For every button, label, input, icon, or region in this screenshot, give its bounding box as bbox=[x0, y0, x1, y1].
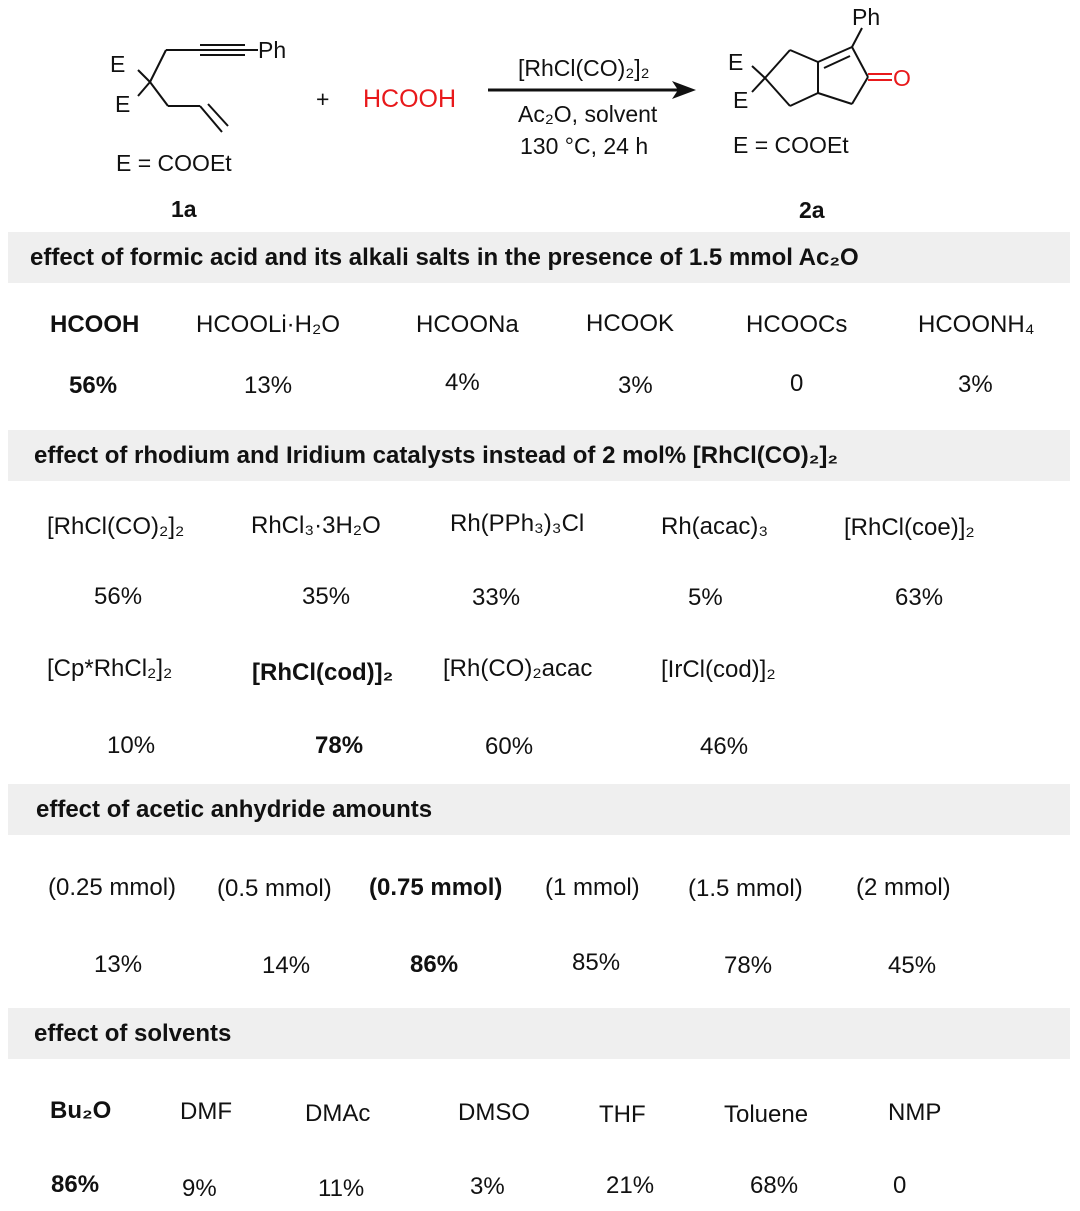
condition-name: (1.5 mmol) bbox=[688, 875, 803, 902]
condition-name: DMAc bbox=[305, 1100, 371, 1127]
section-header-catalysts: effect of rhodium and Iridium catalysts … bbox=[8, 430, 1070, 481]
condition-name: (2 mmol) bbox=[856, 874, 951, 901]
yield-value: 3% bbox=[618, 372, 653, 399]
yield-value: 46% bbox=[700, 733, 749, 760]
section-header-acetic-anhydride: effect of acetic anhydride amounts bbox=[8, 784, 1070, 835]
condition-name: HCOOLi·H₂O bbox=[196, 311, 340, 338]
yield-value: 3% bbox=[958, 371, 993, 398]
reaction-arrow bbox=[488, 81, 696, 99]
section-title: effect of solvents bbox=[34, 1019, 232, 1047]
condition-name: (0.5 mmol) bbox=[217, 875, 332, 902]
condition-name: [RhCl(CO)₂]₂ bbox=[47, 513, 185, 540]
condition-name: Toluene bbox=[724, 1101, 809, 1128]
section-header-formic-acid: effect of formic acid and its alkali sal… bbox=[8, 232, 1070, 283]
yield-value: 86% bbox=[410, 951, 459, 978]
yield-value: 3% bbox=[470, 1173, 505, 1200]
yield-value: 56% bbox=[94, 583, 143, 610]
condition-name: DMF bbox=[180, 1098, 232, 1125]
yield-value: 63% bbox=[895, 584, 944, 611]
condition-name: HCOONH₄ bbox=[918, 311, 1035, 338]
yield-value: 14% bbox=[262, 952, 311, 979]
condition-name: [Rh(CO)₂acac bbox=[443, 655, 593, 682]
section-title: effect of rhodium and Iridium catalysts … bbox=[34, 441, 839, 469]
plus-sign: + bbox=[316, 86, 329, 112]
product-definition: E = COOEt bbox=[733, 132, 849, 158]
reactant-e-top: E bbox=[110, 51, 125, 77]
section-title: effect of formic acid and its alkali sal… bbox=[30, 243, 859, 271]
yield-value: 11% bbox=[318, 1175, 365, 1202]
product-2a-structure bbox=[751, 27, 892, 107]
condition-name: [RhCl(cod)]₂ bbox=[252, 659, 394, 686]
reactant-definition: E = COOEt bbox=[116, 150, 232, 176]
condition-name: Rh(PPh₃)₃Cl bbox=[450, 510, 585, 537]
yield-value: 9% bbox=[182, 1175, 217, 1202]
yield-value: 45% bbox=[888, 952, 937, 979]
reactant-ph: Ph bbox=[258, 37, 286, 63]
condition-name: Rh(acac)₃ bbox=[661, 513, 769, 540]
yield-value: 10% bbox=[107, 732, 156, 759]
yield-value: 60% bbox=[485, 733, 534, 760]
yield-value: 0 bbox=[790, 370, 804, 397]
product-ph: Ph bbox=[852, 4, 880, 30]
yield-value: 78% bbox=[315, 732, 364, 759]
condition-name: (0.75 mmol) bbox=[369, 874, 503, 901]
condition-name: (1 mmol) bbox=[545, 874, 640, 901]
section-title: effect of acetic anhydride amounts bbox=[36, 795, 433, 823]
condition-name: Bu₂O bbox=[50, 1097, 112, 1124]
yield-value: 33% bbox=[472, 584, 521, 611]
product-label: 2a bbox=[799, 197, 825, 223]
condition-name: HCOONa bbox=[416, 311, 519, 338]
condition-name: [Cp*RhCl₂]₂ bbox=[47, 655, 173, 682]
yield-value: 21% bbox=[606, 1172, 655, 1199]
yield-value: 13% bbox=[94, 951, 143, 978]
condition-name: [RhCl(coe)]₂ bbox=[844, 514, 975, 541]
condition-name: (0.25 mmol) bbox=[48, 874, 177, 901]
yield-value: 86% bbox=[51, 1171, 100, 1198]
yield-value: 85% bbox=[572, 949, 621, 976]
condition-name: RhCl₃·3H₂O bbox=[251, 512, 381, 539]
yield-value: 56% bbox=[69, 372, 118, 399]
yield-value: 5% bbox=[688, 584, 723, 611]
yield-value: 68% bbox=[750, 1172, 799, 1199]
reactant-e-bottom: E bbox=[115, 91, 130, 117]
yield-value: 4% bbox=[445, 369, 480, 396]
product-e-bottom: E bbox=[733, 87, 748, 113]
conditions-line2: Ac₂O, solvent bbox=[518, 101, 658, 127]
product-carbonyl-o: O bbox=[893, 65, 911, 91]
condition-name: NMP bbox=[888, 1099, 942, 1126]
yield-value: 35% bbox=[302, 583, 351, 610]
catalyst-label: [RhCl(CO)₂]₂ bbox=[518, 55, 650, 81]
condition-name: DMSO bbox=[458, 1099, 530, 1126]
conditions-line3: 130 °C, 24 h bbox=[520, 133, 648, 159]
yield-value: 0 bbox=[893, 1172, 907, 1199]
condition-name: [IrCl(cod)]₂ bbox=[661, 656, 776, 683]
reagent-hcooh: HCOOH bbox=[363, 85, 456, 113]
yield-value: 78% bbox=[724, 952, 773, 979]
reactant-1a-structure bbox=[137, 44, 258, 133]
product-e-top: E bbox=[728, 49, 743, 75]
reactant-label: 1a bbox=[171, 196, 197, 222]
section-header-solvents: effect of solvents bbox=[8, 1008, 1070, 1059]
yield-value: 13% bbox=[244, 372, 293, 399]
condition-name: HCOOK bbox=[586, 310, 675, 337]
condition-name: HCOOH bbox=[50, 311, 140, 338]
condition-name: THF bbox=[599, 1101, 646, 1128]
condition-name: HCOOCs bbox=[746, 311, 848, 338]
reaction-scheme: E E Ph E = COOEt 1a + HCOOH [RhCl(CO)₂]₂… bbox=[110, 4, 911, 223]
